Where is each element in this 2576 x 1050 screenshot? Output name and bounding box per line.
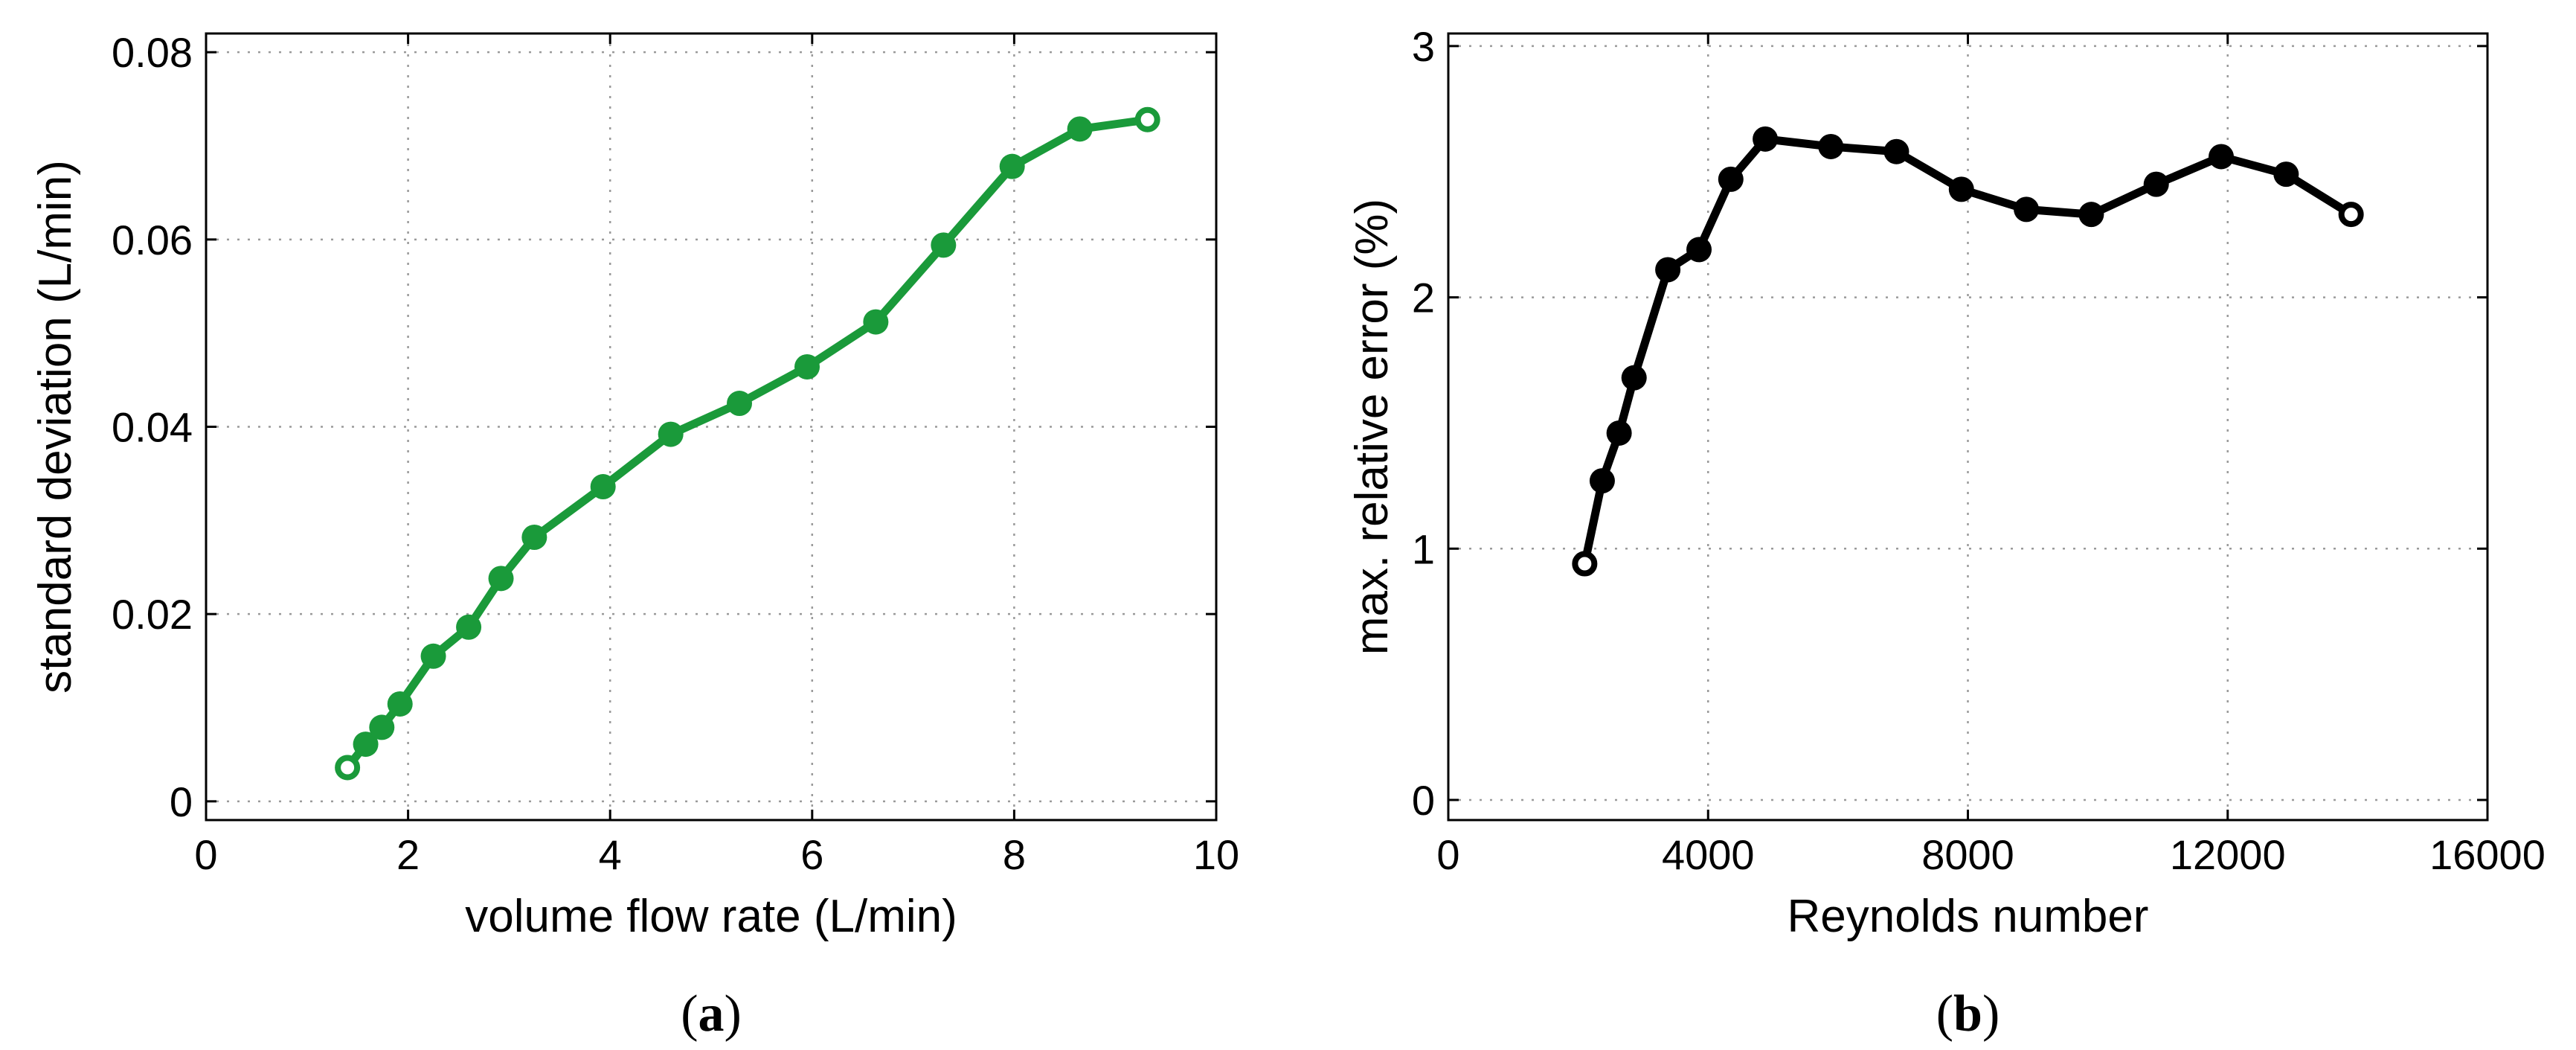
chart-panel-b: 0 4000 8000 12000 16000 0 1 2 3 Reynolds number ma… xyxy=(1346,23,2546,1043)
y-tick-label: 0.08 xyxy=(112,29,193,76)
x-tick-label: 8 xyxy=(1003,831,1026,878)
data-point xyxy=(420,643,446,669)
data-point xyxy=(456,614,482,640)
data-point xyxy=(794,353,820,380)
data-point xyxy=(353,732,379,758)
x-tick-label: 6 xyxy=(800,831,823,878)
chart-panel-a: 0 2 4 6 8 10 0 0.02 0.04 0.06 0.08 volume flow rate… xyxy=(30,29,1239,1043)
y-tick-label: 0 xyxy=(170,778,193,825)
data-point xyxy=(2014,196,2040,223)
y-tick-label: 0 xyxy=(1412,777,1435,824)
y-axis-label: max. relative error (%) xyxy=(1346,199,1398,655)
data-point xyxy=(1753,126,1779,152)
data-point xyxy=(1948,176,1974,202)
y-tick-label: 2 xyxy=(1412,275,1435,321)
series-line xyxy=(343,115,1152,772)
x-tick-label: 0 xyxy=(194,831,217,878)
x-tick-label: 0 xyxy=(1436,831,1459,878)
x-tick-label: 4000 xyxy=(1662,831,1755,878)
data-point xyxy=(488,566,514,592)
data-point xyxy=(2143,171,2169,197)
data-point xyxy=(1621,365,1647,391)
x-tick-label: 2 xyxy=(396,831,420,878)
y-tick-label: 1 xyxy=(1412,525,1435,572)
data-point xyxy=(658,421,684,447)
x-tick-label: 8000 xyxy=(1921,831,2014,878)
x-tick-label: 10 xyxy=(1193,831,1239,878)
data-point xyxy=(1883,138,1909,164)
data-point xyxy=(2209,144,2235,170)
data-point xyxy=(931,232,957,258)
x-axis-label: Reynolds number xyxy=(1788,891,2149,942)
data-point xyxy=(2273,161,2299,188)
data-point xyxy=(1655,257,1681,283)
x-axis-label: volume flow rate (L/min) xyxy=(465,891,957,942)
y-tick-label: 0.02 xyxy=(112,591,193,638)
panel-caption: (a) xyxy=(681,985,742,1043)
data-point xyxy=(2078,202,2104,228)
data-point-open xyxy=(335,755,361,781)
y-tick-label: 0.06 xyxy=(112,217,193,263)
panel-caption: (b) xyxy=(1936,985,2000,1043)
data-point-open xyxy=(2338,202,2364,228)
x-tick-label: 12000 xyxy=(2170,831,2286,878)
data-point xyxy=(369,714,395,740)
data-point xyxy=(999,153,1025,179)
axes-frame xyxy=(205,32,1218,822)
x-tick-label: 4 xyxy=(599,831,622,878)
data-point xyxy=(1818,133,1844,159)
data-point xyxy=(1606,420,1632,446)
x-tick-label: 16000 xyxy=(2429,831,2546,878)
data-point xyxy=(863,309,889,335)
data-point-open xyxy=(1134,106,1160,132)
data-point xyxy=(727,391,753,417)
y-axis-label: standard deviation (L/min) xyxy=(30,160,81,694)
series-line xyxy=(1580,135,2356,568)
data-point xyxy=(1718,166,1744,192)
data-point-open xyxy=(1572,551,1598,577)
data-point xyxy=(1589,468,1615,494)
y-tick-label: 0.04 xyxy=(112,404,193,451)
data-point xyxy=(1067,116,1093,142)
data-point xyxy=(521,524,547,550)
data-point xyxy=(1686,237,1712,263)
y-tick-label: 3 xyxy=(1412,23,1435,70)
data-point xyxy=(590,474,616,500)
data-point xyxy=(387,691,413,717)
